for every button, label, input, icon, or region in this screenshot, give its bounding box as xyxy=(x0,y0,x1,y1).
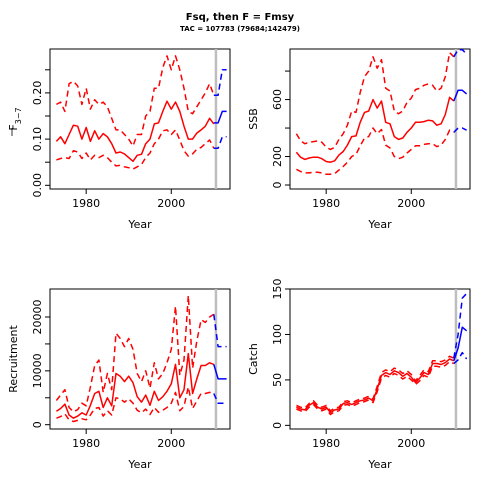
series-group xyxy=(55,55,227,170)
series-historical-lower xyxy=(56,386,214,423)
series-historical-lower xyxy=(296,360,455,416)
y-axis-label-main: Catch xyxy=(247,343,260,375)
y-axis-label-main: SSB xyxy=(247,108,260,130)
series-projection-upper xyxy=(213,69,227,96)
x-tick-label: 2000 xyxy=(157,437,185,450)
plot-frame xyxy=(49,288,231,430)
plot-frame xyxy=(49,48,231,190)
x-axis-label: Year xyxy=(367,218,392,231)
series-projection-lower xyxy=(453,351,468,365)
x-axis-label: Year xyxy=(367,458,392,471)
series-historical-lower xyxy=(296,127,455,176)
x-axis-label: Year xyxy=(127,218,152,231)
panel-ssb: 1980 2000 0 200 600 Year SSB xyxy=(247,48,471,231)
series-projection-upper xyxy=(213,314,227,348)
plot-frame xyxy=(289,48,471,190)
series-historical-median xyxy=(295,96,455,163)
y-tick-label: 0.10 xyxy=(31,127,44,152)
y-tick-label: 20000 xyxy=(31,300,44,335)
series-historical-lower xyxy=(56,129,215,170)
series-projection-median xyxy=(213,110,227,124)
y-tick-label: 0 xyxy=(271,182,284,189)
y-tick-label: 0 xyxy=(271,422,284,429)
series-historical-upper xyxy=(295,51,455,151)
y-axis-label-subscript: 3−7 xyxy=(14,107,23,124)
y-axis-label-main: F xyxy=(7,124,20,130)
x-axis-label: Year xyxy=(127,458,152,471)
x-tick-label: 2000 xyxy=(397,437,425,450)
series-projection-lower xyxy=(213,136,227,150)
x-tick-label: 2000 xyxy=(157,197,185,210)
y-tick-label: 100 xyxy=(271,324,284,345)
y-tick-label: 50 xyxy=(271,373,284,387)
x-tick-label: 1980 xyxy=(312,437,340,450)
series-historical-median xyxy=(296,358,455,414)
x-tick-label: 2000 xyxy=(397,197,425,210)
series-group xyxy=(55,294,227,423)
y-axis-label: Catch xyxy=(247,343,260,375)
y-tick-label: 10000 xyxy=(31,353,44,388)
series-projection-upper xyxy=(453,292,468,359)
figure-title: Fsq, then F = Fmsy xyxy=(186,12,295,23)
y-tick-label: 600 xyxy=(271,89,284,110)
series-historical-upper xyxy=(55,294,215,413)
y-tick-label: 0.00 xyxy=(31,173,44,198)
series-historical-upper xyxy=(296,355,455,412)
series-historical-median xyxy=(55,352,215,419)
series-projection-lower xyxy=(453,127,467,133)
series-projection-upper xyxy=(453,49,468,58)
series-historical-median xyxy=(55,100,215,163)
y-axis-label: Recruitment xyxy=(7,325,20,393)
y-axis-label-main: Recruitment xyxy=(7,325,20,393)
y-tick-label: 0 xyxy=(31,421,44,428)
x-tick-label: 1980 xyxy=(312,197,340,210)
series-historical-upper xyxy=(56,55,215,147)
series-projection-median xyxy=(213,364,227,380)
y-axis-label: SSB xyxy=(247,108,260,130)
panel-catch: 1980 2000 0 50 100 150 Year Catch xyxy=(247,279,471,471)
series-projection-median xyxy=(453,89,468,102)
panel-fbar: 1980 2000 0.00 0.10 0.20 Year F3−7 xyxy=(7,48,231,231)
figure-subtitle: TAC = 107783 (79684;142479) xyxy=(180,25,300,33)
x-tick-label: 1980 xyxy=(72,437,100,450)
series-projection-median xyxy=(453,326,468,362)
y-axis-label: F3−7 xyxy=(7,107,23,130)
series-projection-lower xyxy=(213,393,227,404)
y-tick-label: 0.20 xyxy=(31,81,44,106)
plot-frame xyxy=(289,288,471,430)
y-tick-label: 150 xyxy=(271,279,284,300)
series-group xyxy=(295,49,468,176)
x-tick-label: 1980 xyxy=(72,197,100,210)
y-tick-label: 200 xyxy=(271,146,284,167)
series-group xyxy=(296,292,468,416)
